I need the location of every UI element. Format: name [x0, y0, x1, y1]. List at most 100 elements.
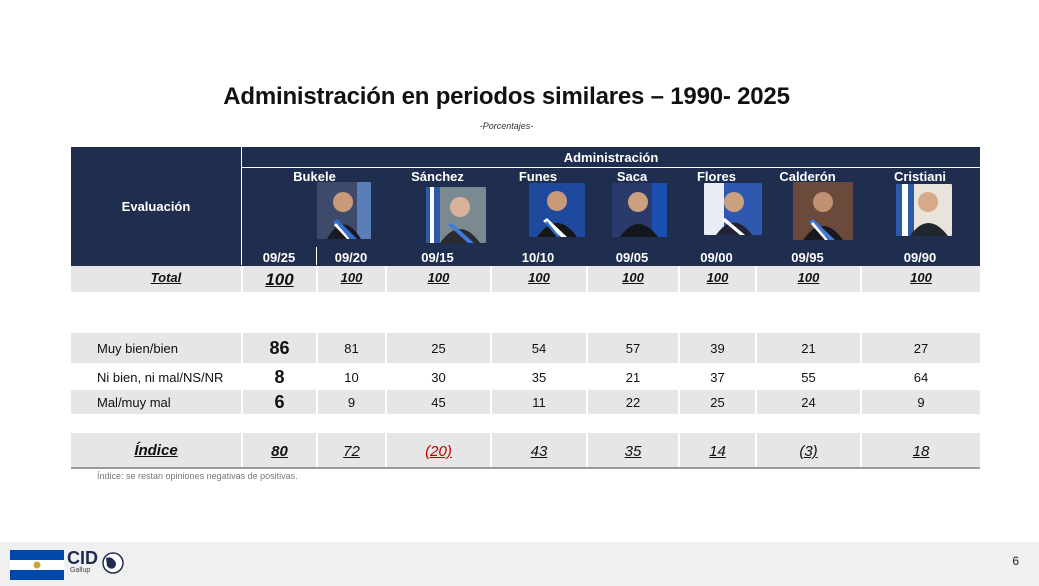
indice-bukele-2020: 72: [343, 443, 360, 460]
date-calderon: 09/95: [791, 250, 824, 265]
table-row-mal: Mal/muy mal 6 9 45 11 22 25 24 9: [71, 390, 980, 414]
evaluation-header: Evaluación: [121, 199, 191, 214]
ni-bien-cristiani: 64: [913, 370, 929, 385]
indice-bukele-2025: 80: [271, 443, 288, 460]
muy-bien-flores: 39: [710, 341, 725, 356]
logo-subtext: Gallup: [70, 567, 91, 574]
col-divider: [860, 266, 862, 292]
col-divider: [860, 390, 862, 414]
ni-bien-calderon: 55: [801, 370, 816, 385]
header-bottom-edge: [71, 265, 980, 266]
cid-gallup-logo: CID Gallup: [10, 548, 130, 585]
col-divider: [755, 390, 757, 414]
muy-bien-funes: 54: [531, 341, 547, 356]
mal-cristiani: 9: [917, 395, 925, 410]
col-divider: [316, 333, 318, 363]
total-funes: 100: [528, 270, 550, 285]
col-divider: [385, 390, 387, 414]
portrait-bukele: [317, 182, 371, 239]
col-divider: [678, 266, 680, 292]
el-salvador-flag-icon: [10, 550, 124, 580]
total-sanchez: 100: [427, 270, 450, 285]
total-bukele-2020: 100: [340, 270, 363, 285]
total-bukele-2025: 100: [265, 270, 294, 289]
indice-funes: 43: [530, 443, 548, 460]
date-bukele-2020: 09/20: [334, 250, 368, 265]
portrait-flores: [704, 183, 762, 235]
col-divider: [586, 333, 588, 363]
portrait-calderon: [793, 182, 853, 240]
ni-bien-bukele-2025: 8: [274, 367, 285, 387]
table-row-total: Total 100 100 100 100 100 100 100 100: [71, 266, 980, 292]
date-funes: 10/10: [521, 250, 555, 265]
date-divider: [316, 247, 317, 266]
muy-bien-cristiani: 27: [913, 341, 929, 356]
president-name-sanchez: Sánchez: [411, 169, 464, 184]
col-divider: [241, 266, 243, 292]
indice-calderon: (3): [799, 443, 818, 460]
col-divider: [678, 333, 680, 363]
col-divider: [678, 390, 680, 414]
row-label-total: Total: [150, 270, 182, 285]
page-number: 6: [1012, 554, 1019, 568]
header-rule: [242, 167, 980, 168]
col-divider: [860, 333, 862, 363]
col-divider: [586, 390, 588, 414]
col-divider: [241, 433, 243, 467]
col-divider: [316, 266, 318, 292]
col-divider: [241, 333, 243, 363]
indice-flores: 14: [709, 443, 726, 460]
mal-bukele-2020: 9: [347, 395, 356, 410]
muy-bien-saca: 57: [625, 341, 641, 356]
muy-bien-bukele-2020: 81: [344, 341, 359, 356]
president-name-bukele: Bukele: [293, 169, 336, 184]
col-divider: [755, 433, 757, 467]
table-row-indice: Índice 80 72 (20) 43 35 14 (3) 18: [71, 433, 980, 469]
portrait-saca: [612, 183, 667, 237]
footnote: Índice: se restan opiniones negativas de…: [97, 471, 298, 481]
date-saca: 09/05: [615, 250, 649, 265]
date-flores: 09/00: [700, 250, 733, 265]
president-name-cristiani: Cristiani: [893, 169, 946, 184]
table-row-muy-bien: Muy bien/bien 86 81 25 54 57 39 21 27: [71, 333, 980, 363]
col-divider: [385, 433, 387, 467]
col-divider: [316, 433, 318, 467]
indice-cristiani: 18: [912, 443, 930, 460]
page-title: Administración en periodos similares – 1…: [223, 83, 790, 110]
col-divider: [755, 266, 757, 292]
col-divider: [385, 333, 387, 363]
col-divider: [860, 433, 862, 467]
col-divider: [241, 390, 243, 414]
row-label-ni-bien: Ni bien, ni mal/NS/NR: [97, 370, 224, 385]
col-divider: [490, 333, 492, 363]
president-name-flores: Flores: [696, 169, 736, 184]
header-divider: [241, 147, 242, 266]
portrait-sanchez: [426, 187, 486, 243]
footer: CID Gallup 6: [0, 542, 1039, 586]
logo-text: CID: [67, 548, 98, 568]
col-divider: [385, 266, 387, 292]
president-name-funes: Funes: [518, 169, 558, 184]
mal-flores: 25: [710, 395, 725, 410]
col-divider: [586, 266, 588, 292]
ni-bien-funes: 35: [531, 370, 547, 385]
administration-header: Administración: [563, 150, 659, 165]
date-cristiani: 09/90: [903, 250, 937, 265]
col-divider: [490, 266, 492, 292]
mal-calderon: 24: [801, 395, 816, 410]
muy-bien-calderon: 21: [801, 341, 816, 356]
page-subtitle: -Porcentajes-: [479, 121, 534, 131]
mal-funes: 11: [532, 395, 546, 410]
ni-bien-saca: 21: [625, 370, 641, 385]
row-label-indice: Índice: [134, 442, 178, 459]
col-divider: [586, 433, 588, 467]
col-divider: [316, 390, 318, 414]
president-name-saca: Saca: [616, 169, 648, 184]
indice-sanchez: (20): [425, 443, 452, 460]
table-header: Evaluación Administración Bukele Sánchez…: [71, 147, 980, 266]
col-divider: [755, 333, 757, 363]
ni-bien-flores: 37: [710, 370, 725, 385]
total-calderon: 100: [797, 270, 820, 285]
total-flores: 100: [706, 270, 729, 285]
president-name-calderon: Calderón: [779, 169, 836, 184]
